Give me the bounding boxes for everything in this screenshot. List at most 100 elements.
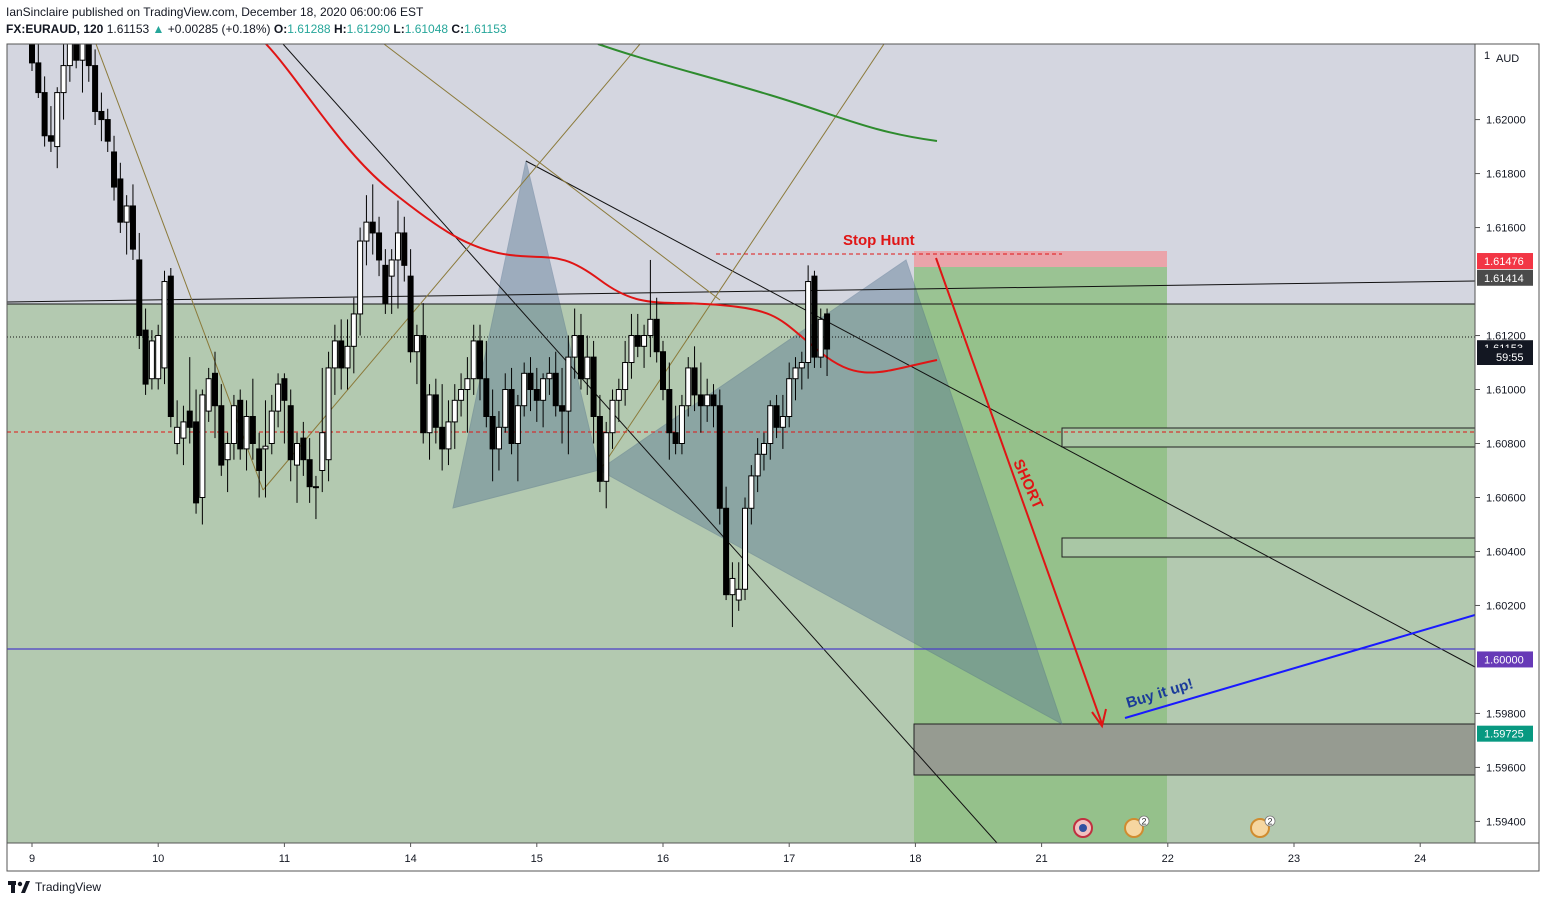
candle[interactable] <box>98 92 105 142</box>
candle[interactable] <box>678 394 685 455</box>
candle[interactable] <box>47 106 54 152</box>
price-chart[interactable]: Stop Hunt SHORT Buy it up! 2 2 1 AUD 1.6… <box>0 0 1546 875</box>
candle[interactable] <box>407 249 414 363</box>
candle[interactable] <box>760 432 767 471</box>
candle[interactable] <box>824 308 831 377</box>
candle[interactable] <box>742 497 749 601</box>
price-axis[interactable] <box>1475 44 1539 843</box>
candle[interactable] <box>167 268 174 428</box>
candle[interactable] <box>710 384 717 428</box>
candle[interactable] <box>571 308 578 379</box>
candle[interactable] <box>660 340 666 401</box>
candle[interactable] <box>483 340 490 428</box>
candle[interactable] <box>811 270 818 368</box>
candle[interactable] <box>79 31 86 93</box>
candle[interactable] <box>792 357 799 401</box>
candle[interactable] <box>60 44 67 120</box>
candle[interactable] <box>123 195 130 255</box>
candle[interactable] <box>363 195 370 266</box>
candle[interactable] <box>287 389 294 482</box>
candle[interactable] <box>306 438 313 503</box>
candle[interactable] <box>773 394 780 439</box>
candle[interactable] <box>729 562 736 628</box>
candle[interactable] <box>552 351 559 417</box>
time-axis[interactable] <box>7 843 1539 871</box>
candle[interactable] <box>129 184 136 260</box>
candle[interactable] <box>85 22 92 82</box>
candle[interactable] <box>521 362 528 417</box>
candle[interactable] <box>224 432 231 493</box>
candle[interactable] <box>312 475 319 520</box>
candle[interactable] <box>596 394 603 493</box>
candle[interactable] <box>647 259 654 358</box>
candle[interactable] <box>559 367 566 444</box>
candle[interactable] <box>445 400 452 466</box>
candle[interactable] <box>477 324 484 401</box>
candle[interactable] <box>634 313 641 358</box>
candle[interactable] <box>495 411 502 471</box>
candle[interactable] <box>691 346 698 412</box>
candle[interactable] <box>66 17 73 82</box>
candle[interactable] <box>325 351 332 482</box>
candle[interactable] <box>432 378 439 444</box>
candle[interactable] <box>376 216 383 277</box>
candle[interactable] <box>319 367 326 493</box>
candle[interactable] <box>29 22 35 71</box>
candle[interactable] <box>502 373 509 433</box>
candle[interactable] <box>748 465 755 525</box>
candle[interactable] <box>779 394 786 449</box>
candle[interactable] <box>243 400 250 471</box>
candle[interactable] <box>470 324 477 395</box>
candle[interactable] <box>540 373 547 428</box>
candle[interactable] <box>268 394 275 455</box>
candle[interactable] <box>148 330 155 390</box>
candle[interactable] <box>609 389 616 449</box>
candle[interactable] <box>92 49 99 125</box>
candle[interactable] <box>754 438 761 493</box>
candle[interactable] <box>603 421 610 509</box>
candle[interactable] <box>413 324 420 385</box>
candle[interactable] <box>420 303 427 444</box>
candle[interactable] <box>590 340 597 444</box>
candle[interactable] <box>653 297 660 363</box>
candle[interactable] <box>230 394 237 460</box>
event-icon-3[interactable] <box>1250 818 1270 838</box>
candle[interactable] <box>262 400 269 498</box>
candle[interactable] <box>294 432 301 503</box>
candle[interactable] <box>439 384 446 471</box>
candle[interactable] <box>111 135 118 201</box>
candle[interactable] <box>527 357 534 412</box>
candle[interactable] <box>256 432 263 498</box>
candle[interactable] <box>331 324 338 395</box>
candle[interactable] <box>180 405 187 466</box>
candle[interactable] <box>508 367 515 455</box>
tradingview-logo-icon[interactable] <box>8 881 30 893</box>
candle[interactable] <box>817 308 824 368</box>
candle[interactable] <box>584 335 591 395</box>
symbol-label[interactable]: FX:EURAUD, 120 <box>6 22 104 36</box>
candle[interactable] <box>798 351 805 390</box>
candle[interactable] <box>249 378 256 460</box>
candle[interactable] <box>458 373 465 417</box>
candle[interactable] <box>186 357 193 444</box>
candle[interactable] <box>275 373 282 428</box>
candle[interactable] <box>117 162 124 233</box>
candle[interactable] <box>35 12 42 98</box>
candle[interactable] <box>338 319 345 390</box>
candle[interactable] <box>394 200 401 309</box>
candle[interactable] <box>369 184 376 255</box>
candle[interactable] <box>388 249 395 314</box>
candle[interactable] <box>533 367 540 422</box>
candle[interactable] <box>685 357 692 417</box>
candle[interactable] <box>805 265 812 379</box>
candle[interactable] <box>211 351 218 439</box>
candle[interactable] <box>672 405 679 455</box>
candle[interactable] <box>716 389 723 525</box>
candle[interactable] <box>723 486 730 601</box>
candle[interactable] <box>281 373 288 444</box>
candle[interactable] <box>767 400 774 460</box>
candle[interactable] <box>464 357 471 433</box>
candle[interactable] <box>704 378 711 422</box>
candle[interactable] <box>142 308 149 395</box>
candle[interactable] <box>451 384 458 449</box>
